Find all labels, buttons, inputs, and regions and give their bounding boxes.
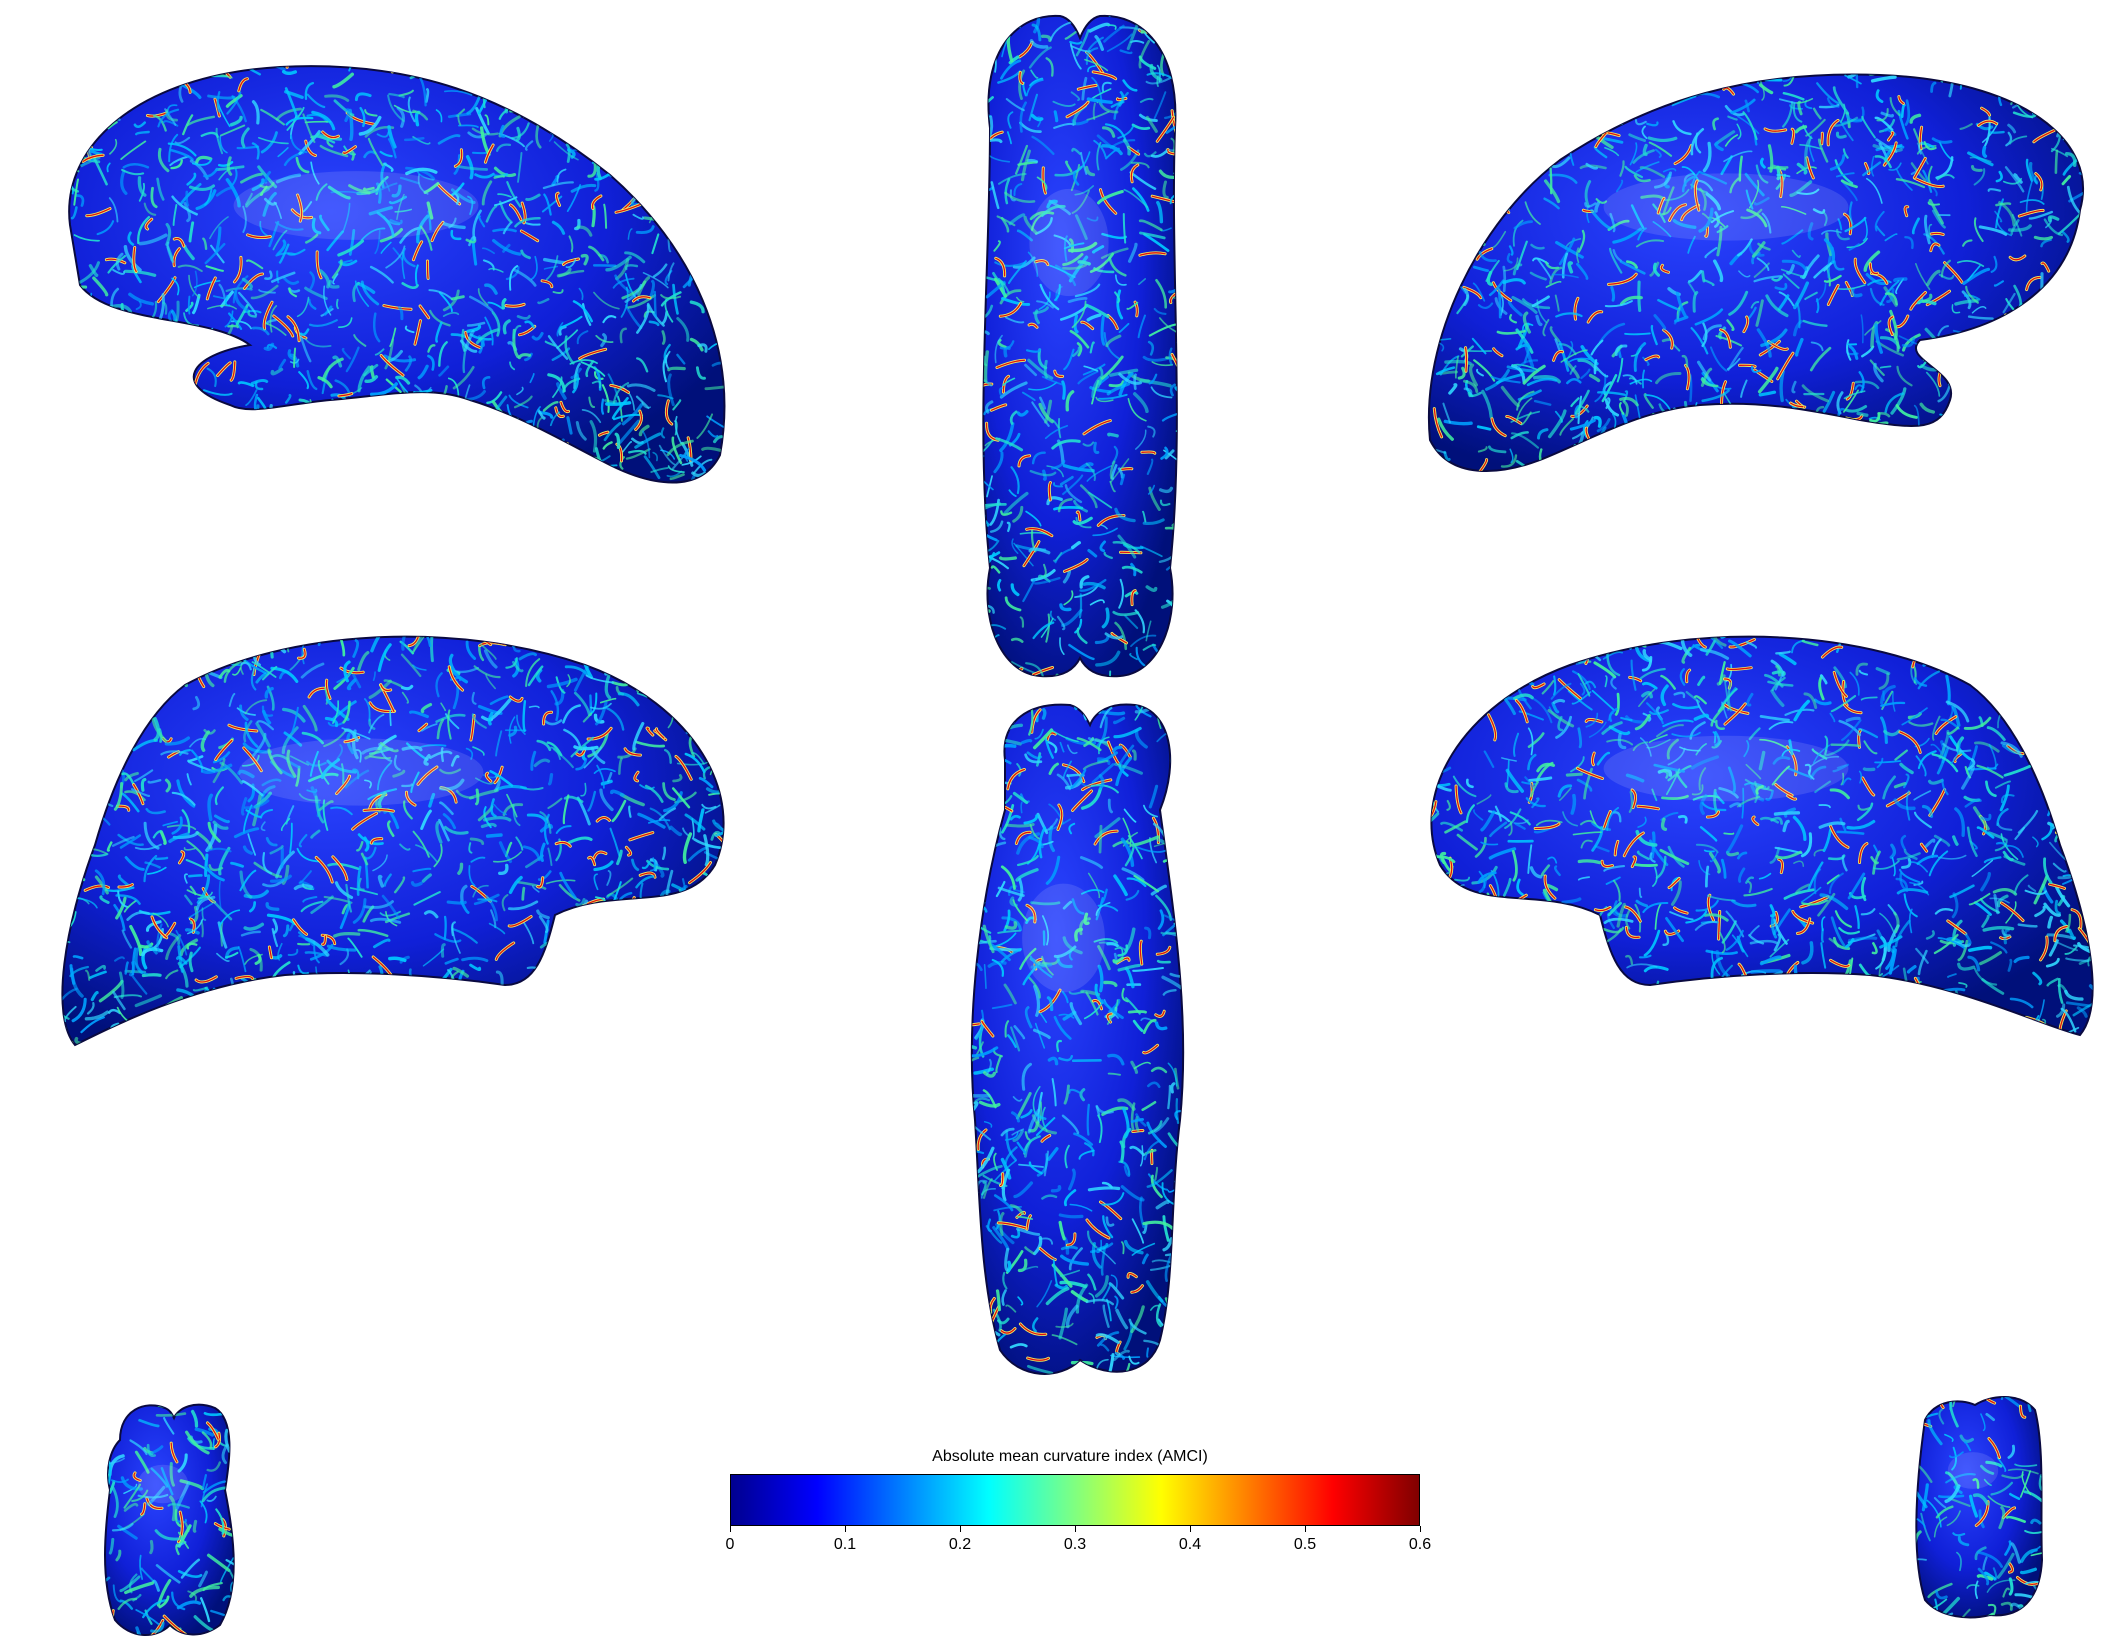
right-medial-hemisphere-view	[1420, 625, 2100, 1037]
colorbar-tick-label: 0	[725, 1536, 735, 1553]
brain-surface-image	[1430, 635, 2094, 1037]
colorbar-tick	[1420, 1526, 1421, 1532]
ventral-view-bottom	[960, 700, 1190, 1380]
colorbar-gradient	[730, 1474, 1420, 1526]
colorbar-tick	[845, 1526, 846, 1532]
colorbar-tick	[960, 1526, 961, 1532]
colorbar-tick	[1305, 1526, 1306, 1532]
colorbar: Absolute mean curvature index (AMCI) 0 0.…	[690, 1440, 1450, 1570]
colorbar-tick-label: 0.2	[948, 1536, 972, 1553]
brain-surface-image	[1915, 1396, 2044, 1619]
colorbar-tick-label: 0.6	[1408, 1536, 1432, 1553]
posterior-view-small	[1910, 1390, 2050, 1620]
brain-surface-image	[970, 703, 1185, 1375]
colorbar-tick	[730, 1526, 731, 1532]
colorbar-tick-label: 0.5	[1293, 1536, 1317, 1553]
colorbar-title: Absolute mean curvature index (AMCI)	[932, 1448, 1208, 1465]
colorbar-tick	[1075, 1526, 1076, 1532]
left-medial-hemisphere-view	[55, 625, 735, 1047]
colorbar-tick	[1190, 1526, 1191, 1532]
anterior-view-small	[100, 1400, 240, 1640]
left-lateral-hemisphere-view	[50, 55, 730, 485]
brain-surface-image	[68, 65, 726, 484]
colorbar-tick-label: 0.1	[833, 1536, 857, 1553]
brain-surface-image	[61, 635, 725, 1047]
brain-surface-image	[982, 14, 1178, 678]
colorbar-tick-label: 0.3	[1063, 1536, 1087, 1553]
brain-surface-image	[1427, 73, 2085, 473]
colorbar-tick-label: 0.4	[1178, 1536, 1202, 1553]
brain-surface-image	[104, 1403, 235, 1637]
right-lateral-hemisphere-view	[1420, 60, 2100, 480]
dorsal-view-top	[970, 8, 1190, 678]
